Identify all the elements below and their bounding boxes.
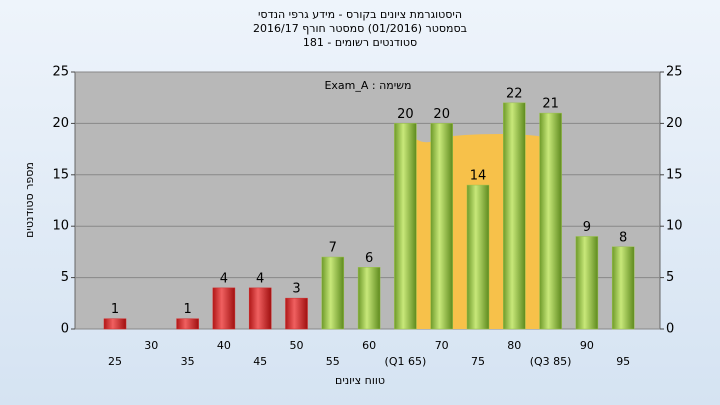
data-label: 22 bbox=[506, 86, 523, 101]
y-tick-label: 25 bbox=[52, 65, 69, 80]
data-label: 1 bbox=[111, 302, 119, 317]
data-label: 3 bbox=[292, 282, 300, 297]
y-axis-label: מספר סטודנטים bbox=[23, 162, 36, 238]
data-label: 7 bbox=[329, 241, 337, 256]
bar bbox=[575, 236, 599, 330]
x-tick-label: 45 bbox=[253, 355, 267, 368]
y2-tick-label: 5 bbox=[666, 270, 674, 285]
x-tick-label: 50 bbox=[290, 339, 304, 352]
x-tick-label: 90 bbox=[580, 339, 594, 352]
x-tick-label: 95 bbox=[616, 355, 630, 368]
bar bbox=[430, 123, 453, 330]
x-tick-label: (Q1 65) bbox=[385, 355, 427, 368]
data-label: 14 bbox=[470, 169, 487, 184]
x-tick-label: 25 bbox=[108, 355, 122, 368]
bar bbox=[321, 256, 345, 330]
data-label: 20 bbox=[433, 107, 450, 122]
data-label: 4 bbox=[220, 271, 228, 286]
y2-tick-label: 25 bbox=[666, 65, 683, 80]
data-label: 8 bbox=[619, 230, 627, 245]
x-tick-label: 35 bbox=[181, 355, 195, 368]
x-tick-label: 30 bbox=[144, 339, 158, 352]
bar bbox=[503, 102, 526, 330]
x-axis-label: טווח ציונים bbox=[335, 374, 385, 387]
bar bbox=[394, 123, 417, 330]
y-tick-label: 20 bbox=[52, 116, 69, 131]
data-label: 20 bbox=[397, 107, 414, 122]
y-tick-label: 15 bbox=[52, 167, 69, 182]
annotation: משימה : Exam_A bbox=[324, 79, 411, 92]
bar bbox=[285, 297, 308, 330]
bar bbox=[611, 246, 635, 330]
y2-tick-label: 15 bbox=[666, 167, 683, 182]
data-label: 9 bbox=[583, 220, 591, 235]
data-label: 6 bbox=[365, 251, 373, 266]
x-tick-label: (Q3 85) bbox=[530, 355, 572, 368]
x-tick-label: 60 bbox=[362, 339, 376, 352]
bar bbox=[539, 112, 562, 330]
y-tick-label: 10 bbox=[52, 219, 69, 234]
bar bbox=[248, 287, 272, 330]
data-label: 1 bbox=[183, 302, 191, 317]
bar bbox=[212, 287, 236, 330]
chart-subtitle: סטודנטים רשומים - 181 bbox=[303, 36, 417, 49]
x-tick-label: 70 bbox=[435, 339, 449, 352]
x-tick-label: 55 bbox=[326, 355, 340, 368]
data-label: 4 bbox=[256, 271, 264, 286]
x-tick-label: 80 bbox=[507, 339, 521, 352]
bar bbox=[176, 318, 199, 330]
y2-tick-label: 10 bbox=[666, 219, 683, 234]
y2-tick-label: 20 bbox=[666, 116, 683, 131]
x-tick-label: 40 bbox=[217, 339, 231, 352]
bar bbox=[103, 318, 127, 330]
x-tick-label: 75 bbox=[471, 355, 485, 368]
chart-subtitle: בסמסטר (01/2016) סמסטר חורף 2016/17 bbox=[253, 22, 467, 35]
y2-tick-label: 0 bbox=[666, 322, 674, 337]
bar bbox=[466, 184, 490, 330]
bar bbox=[357, 267, 381, 330]
chart-title: היסטוגרמת ציונים בקורס - מידע גרפי הנדסי bbox=[258, 8, 462, 21]
y-tick-label: 5 bbox=[61, 270, 69, 285]
y-tick-label: 0 bbox=[61, 322, 69, 337]
data-label: 21 bbox=[542, 97, 559, 112]
